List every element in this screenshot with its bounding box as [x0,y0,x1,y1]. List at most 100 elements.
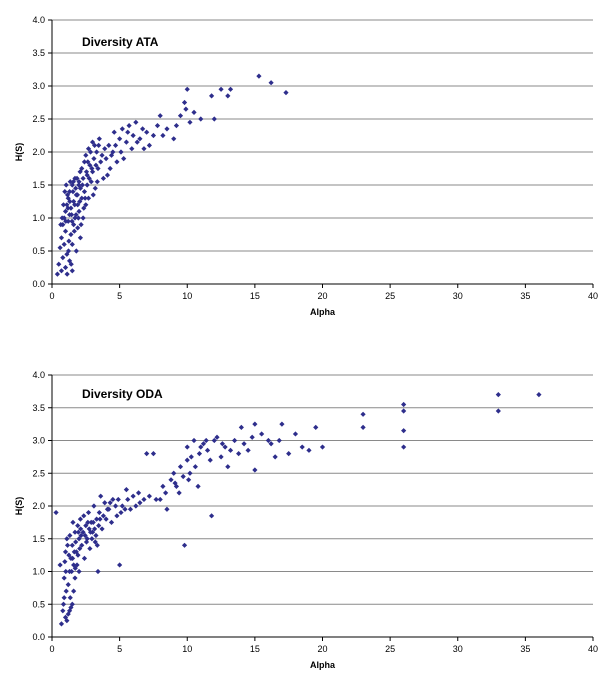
data-point [208,513,215,519]
x-tick-label: 0 [49,644,54,654]
data-point [89,536,95,542]
data-point [106,142,112,148]
data-point [91,503,97,509]
data-point [94,542,100,548]
data-point [130,132,136,139]
data-point [81,513,87,519]
data-point [121,156,127,162]
data-point [218,454,224,460]
data-point [93,532,99,539]
y-tick-label: 0.5 [32,599,45,609]
data-point [78,222,84,228]
x-tick-label: 35 [520,291,530,301]
data-point [100,175,106,181]
data-point [265,437,271,444]
data-point [183,106,189,112]
data-point [87,162,93,168]
data-point [107,165,113,172]
data-point [60,202,67,208]
data-point [89,165,95,172]
data-point [89,169,96,175]
data-point [127,506,134,512]
data-point [72,202,78,208]
data-point [72,529,78,535]
data-point [89,139,96,145]
y-tick-label: 3.5 [32,48,45,58]
data-point [137,136,143,142]
data-point [192,464,198,470]
data-point [96,523,102,529]
data-point [401,408,407,414]
data-point [107,500,113,506]
data-point [62,614,69,620]
data-point [94,179,100,185]
data-point [81,555,88,561]
data-point [79,182,86,188]
x-tick-label: 5 [117,644,122,654]
data-point [225,464,231,470]
data-point [97,516,103,522]
data-point [123,487,129,493]
data-point [87,529,94,535]
data-point [111,129,117,135]
data-point [70,189,76,195]
data-point [75,529,81,535]
data-point [63,588,69,594]
data-point [401,401,407,408]
data-point [87,545,93,552]
data-point [200,441,207,447]
data-point [65,611,71,617]
data-point [117,562,123,568]
data-point [71,588,77,594]
data-point [81,205,87,211]
data-point [84,172,90,178]
data-point [69,542,75,548]
data-point [187,470,193,476]
chart-title: Diversity ODA [82,387,163,401]
data-point [122,506,128,512]
data-point [306,447,312,453]
data-point [176,490,182,496]
data-point [74,175,80,181]
data-point [80,175,86,181]
data-point [133,119,139,125]
data-point [231,437,238,444]
data-point [83,169,90,175]
data-point [140,126,146,132]
data-point [292,431,299,437]
chart-title: Diversity ATA [82,35,159,49]
data-point [64,192,71,198]
data-point [313,424,319,430]
data-point [77,545,83,552]
data-point [85,146,92,152]
data-point [184,457,190,463]
data-point [63,182,69,188]
data-point [117,136,123,142]
y-tick-label: 3.5 [32,403,45,413]
data-point [70,519,76,525]
data-point [71,549,77,555]
data-point [96,509,102,516]
data-point [58,222,64,228]
data-point [78,532,84,539]
y-tick-label: 1.5 [32,180,45,190]
data-point [114,513,120,519]
data-point [238,424,244,430]
data-point [85,509,92,516]
data-point [129,146,135,152]
data-point [125,129,131,135]
data-point [68,231,74,238]
chart-diversity-oda: 0.0 0.5 1.0 1.5 2.0 2.5 3.0 3.5 4.0 0 5 10 15 20 25 30 3… [14,370,598,670]
data-point [69,268,75,274]
data-point [60,601,67,607]
data-point [272,454,278,460]
data-point [112,503,119,509]
data-point [160,483,166,489]
data-point [187,119,193,125]
data-point [146,142,152,148]
data-point [319,444,326,450]
data-point [401,428,407,434]
x-tick-label: 10 [182,644,192,654]
data-point [227,447,234,453]
data-point [67,198,73,205]
